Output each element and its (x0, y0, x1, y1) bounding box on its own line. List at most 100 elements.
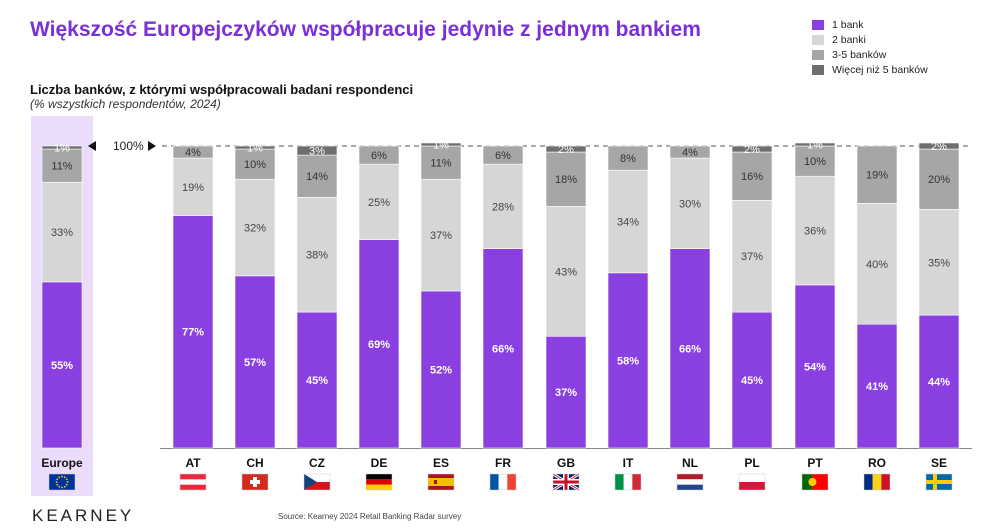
category-label: CH (246, 456, 263, 470)
legend-label: 2 banki (832, 33, 866, 46)
data-label: 11% (430, 158, 451, 170)
reference-arrow-right (148, 141, 156, 151)
bar-segment-1-bank (482, 248, 524, 449)
data-label: 35% (928, 257, 950, 269)
bar-segment-2-banki (358, 163, 400, 240)
legend-item-2-banki: 2 banki (812, 32, 928, 47)
legend-swatch (812, 34, 824, 45)
data-label: 4% (682, 147, 698, 159)
bar-segment-2-banki (731, 200, 773, 313)
bar-segment-3-5-bankow (794, 145, 836, 177)
category-label: ES (433, 456, 449, 470)
czechia-flag-icon (303, 473, 331, 491)
legend-item-wiecej-niz-5: Więcej niż 5 banków (812, 62, 928, 77)
data-label: 69% (368, 339, 390, 351)
data-label: 20% (928, 174, 950, 186)
bar-segment-3-5-bankow (296, 154, 338, 198)
data-label: 30% (679, 198, 701, 210)
legend-swatch (812, 19, 824, 30)
data-label: 44% (928, 377, 950, 389)
bar-segment-3-5-bankow (607, 145, 649, 171)
data-label: 6% (371, 150, 387, 162)
legend-item-3-5-bankow: 3-5 banków (812, 47, 928, 62)
data-label: 66% (492, 343, 514, 355)
switzerland-flag-icon (241, 473, 269, 491)
legend-label: 3-5 banków (832, 48, 887, 61)
bar-segment-wiecej-niz-5 (420, 142, 462, 147)
data-label: 19% (182, 182, 204, 194)
bar-segment-2-banki (794, 175, 836, 286)
austria-flag-icon (179, 473, 207, 491)
bar-segment-3-5-bankow (358, 145, 400, 165)
bar-segment-wiecej-niz-5 (918, 142, 960, 150)
bar-segment-3-5-bankow (172, 145, 214, 159)
bar-segment-wiecej-niz-5 (296, 145, 338, 156)
legend-item-1-bank: 1 bank (812, 17, 928, 32)
data-label: 38% (306, 250, 328, 262)
bar-segment-1-bank (172, 215, 214, 449)
germany-flag-icon (365, 473, 393, 491)
bar-segment-1-bank (607, 272, 649, 449)
bar-segment-1-bank (545, 335, 587, 449)
category-label: RO (868, 456, 886, 470)
reference-label-100: 100% (113, 139, 144, 153)
data-label: 10% (244, 159, 266, 171)
france-flag-icon (489, 473, 517, 491)
data-label: 37% (430, 230, 452, 242)
data-label: 4% (185, 147, 201, 159)
data-label: 66% (679, 343, 701, 355)
data-label: 32% (244, 223, 266, 235)
data-label: 43% (555, 266, 577, 278)
bar-segment-wiecej-niz-5 (41, 145, 83, 150)
category-label: NL (682, 456, 698, 470)
bar-segment-wiecej-niz-5 (234, 145, 276, 150)
data-label: 77% (182, 327, 204, 339)
bar-segment-3-5-bankow (420, 145, 462, 180)
reference-arrow-left (88, 141, 96, 151)
data-label: 1% (54, 143, 70, 155)
bar-segment-1-bank (358, 239, 400, 449)
data-label: 1% (247, 143, 263, 155)
italy-flag-icon (614, 473, 642, 491)
data-label: 3% (309, 146, 325, 158)
portugal-flag-icon (801, 473, 829, 491)
bar-segment-3-5-bankow (731, 151, 773, 201)
bar-segment-wiecej-niz-5 (545, 145, 587, 153)
data-label: 16% (741, 171, 763, 183)
data-label: 45% (741, 375, 763, 387)
data-label: 37% (555, 387, 577, 399)
bar-segment-3-5-bankow (669, 145, 711, 159)
bar-segment-wiecej-niz-5 (731, 145, 773, 153)
data-label: 25% (368, 197, 390, 209)
data-label: 8% (620, 153, 636, 165)
bar-segment-2-banki (420, 178, 462, 292)
data-label: 36% (804, 226, 826, 238)
data-label: 40% (866, 259, 888, 271)
bar-segment-1-bank (669, 248, 711, 449)
uk-flag-icon (552, 472, 580, 492)
data-label: 34% (617, 217, 639, 229)
category-label: CZ (309, 456, 325, 470)
source-note: Source: Kearney 2024 Retail Banking Rada… (278, 512, 462, 521)
data-label: 18% (555, 174, 577, 186)
bar-segment-wiecej-niz-5 (794, 142, 836, 147)
bar-segment-1-bank (234, 275, 276, 449)
category-label: PT (807, 456, 823, 470)
netherlands-flag-icon (676, 473, 704, 491)
bar-segment-1-bank (794, 284, 836, 449)
category-label: DE (371, 456, 388, 470)
legend-label: 1 bank (832, 18, 864, 31)
category-label: PL (744, 456, 759, 470)
bar-segment-1-bank (296, 311, 338, 449)
category-label: AT (185, 456, 201, 470)
category-label: Europe (41, 456, 83, 470)
data-label: 2% (744, 144, 760, 156)
eu-flag-icon (48, 473, 76, 491)
data-label: 19% (866, 170, 888, 182)
category-label: GB (557, 456, 575, 470)
data-label: 14% (306, 171, 328, 183)
bar-segment-3-5-bankow (482, 145, 524, 165)
data-label: 45% (306, 375, 328, 387)
legend-swatch (812, 64, 824, 75)
